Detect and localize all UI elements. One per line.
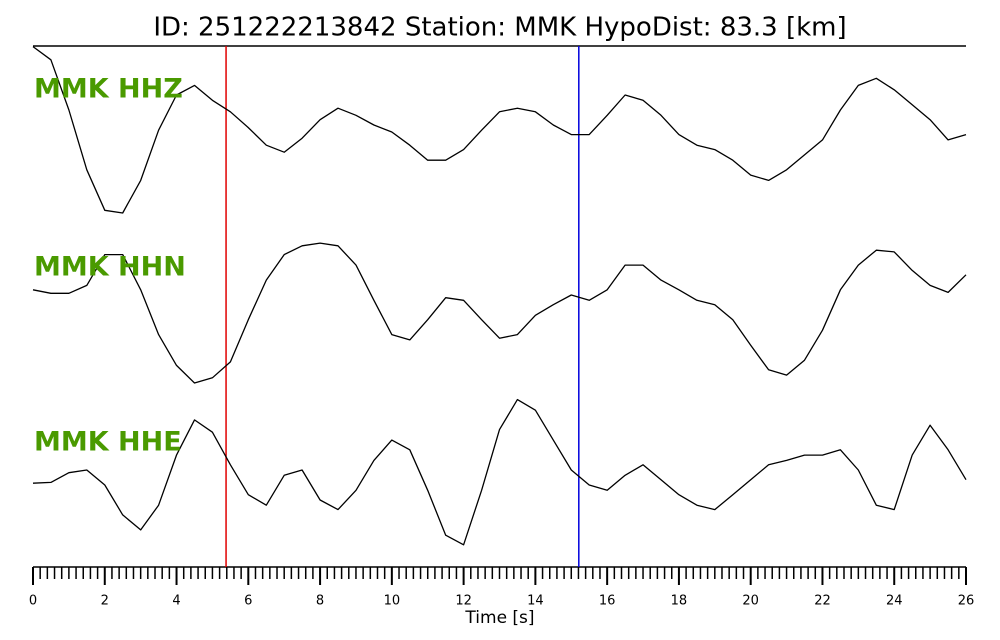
trace-label: MMK HHE xyxy=(34,427,182,458)
trace-label: MMK HHZ xyxy=(34,74,183,105)
x-tick-label: 14 xyxy=(527,594,544,609)
x-tick-label: 2 xyxy=(101,594,109,609)
x-tick-label: 20 xyxy=(742,594,759,609)
trace xyxy=(32,242,967,384)
x-tick-label: 16 xyxy=(599,594,616,609)
chart-title: ID: 251222213842 Station: MMK HypoDist: … xyxy=(153,13,846,43)
x-tick-label: 26 xyxy=(958,594,975,609)
trace xyxy=(32,46,967,214)
x-tick-label: 4 xyxy=(172,594,180,609)
x-tick-label: 6 xyxy=(244,594,252,609)
x-axis-label: Time [s] xyxy=(464,608,534,628)
x-tick-label: 24 xyxy=(886,594,903,609)
x-tick-label: 12 xyxy=(455,594,472,609)
x-tick-label: 8 xyxy=(316,594,324,609)
x-tick-label: 22 xyxy=(814,594,831,609)
x-tick-label: 0 xyxy=(29,594,37,609)
x-tick-label: 18 xyxy=(671,594,688,609)
trace xyxy=(32,398,967,546)
x-tick-label: 10 xyxy=(384,594,401,609)
trace-label: MMK HHN xyxy=(34,252,186,283)
